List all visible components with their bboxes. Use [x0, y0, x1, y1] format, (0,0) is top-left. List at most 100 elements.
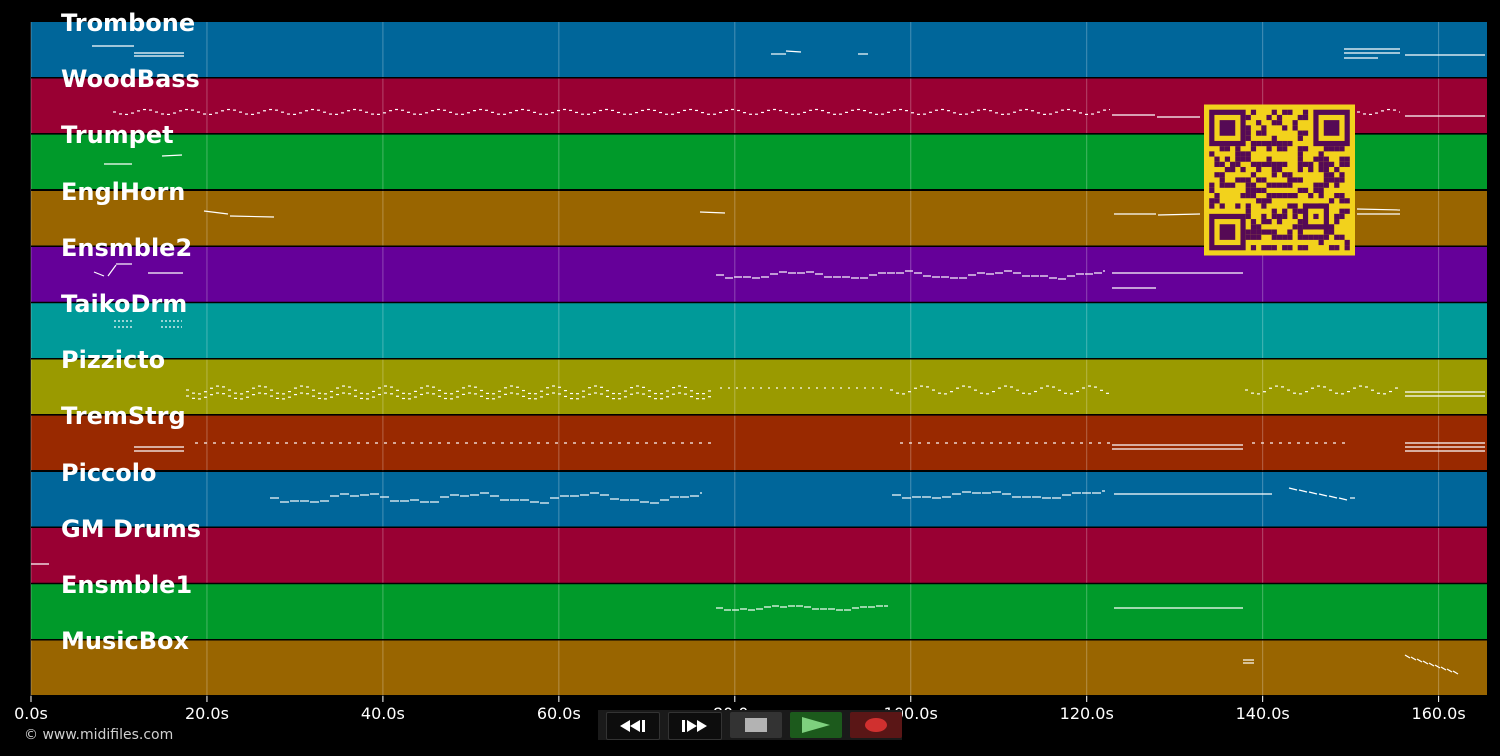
qr-module [1334, 219, 1340, 225]
qr-module [1261, 229, 1267, 235]
qr-module [1302, 114, 1309, 121]
qr-module [1271, 213, 1277, 220]
qr-module [1297, 151, 1303, 157]
qr-module [1235, 177, 1241, 183]
track-lane-tremstrg[interactable]: TremStrg [31, 402, 1487, 471]
qr-module [1328, 245, 1335, 251]
qr-module [1302, 109, 1309, 115]
qr-module [1297, 146, 1303, 152]
qr-module [1214, 193, 1220, 199]
note-mark [161, 154, 183, 157]
qr-module [1282, 208, 1288, 214]
qr-module [1235, 203, 1241, 209]
qr-module [1344, 156, 1350, 162]
qr-module [1214, 198, 1220, 204]
qr-module [1240, 177, 1246, 183]
qr-module [1339, 208, 1345, 214]
qr-module [1224, 146, 1231, 152]
qr-module [1245, 114, 1251, 121]
track-lane-ensmble1[interactable]: Ensmble1 [31, 571, 1487, 639]
qr-module [1271, 109, 1277, 115]
track-name: Trumpet [61, 121, 174, 150]
qr-module [1256, 234, 1262, 240]
qr-module [1271, 245, 1277, 251]
qr-module [1276, 140, 1283, 147]
qr-module [1250, 229, 1257, 235]
qr-code[interactable] [1204, 104, 1355, 256]
qr-module [1313, 156, 1319, 162]
qr-module [1256, 177, 1262, 183]
qr-module [1323, 166, 1329, 173]
record-button[interactable] [850, 712, 902, 738]
qr-module [1339, 156, 1345, 162]
qr-module [1287, 172, 1293, 178]
stop-button[interactable] [730, 712, 782, 738]
track-name: GM Drums [61, 514, 202, 543]
note-mark [107, 264, 117, 277]
qr-module [1339, 177, 1345, 183]
qr-module [1339, 172, 1345, 178]
copyright-notice: © www.midifiles.com [24, 727, 174, 743]
qr-module [1287, 203, 1293, 209]
qr-module [1287, 177, 1293, 183]
qr-module [1250, 219, 1257, 225]
qr-module [1339, 193, 1345, 199]
qr-module [1302, 130, 1309, 136]
qr-module [1334, 182, 1340, 188]
note-mark [1356, 208, 1401, 211]
qr-module [1318, 182, 1324, 188]
qr-module [1292, 203, 1298, 209]
qr-module [1344, 208, 1350, 214]
qr-module [1256, 166, 1262, 173]
qr-module [1282, 234, 1288, 240]
qr-module [1297, 219, 1303, 225]
qr-module [1276, 219, 1283, 225]
qr-module [1308, 193, 1314, 199]
qr-module [1287, 182, 1293, 188]
qr-module [1297, 114, 1303, 121]
qr-module [1328, 146, 1335, 152]
qr-module [1219, 161, 1225, 167]
axis-tick-label: 60.0s [536, 704, 581, 723]
track-name: Trombone [61, 9, 196, 37]
qr-module [1308, 166, 1314, 173]
qr-module [1245, 234, 1251, 240]
qr-module [1308, 234, 1314, 240]
track-lane-musicbox[interactable]: MusicBox [31, 627, 1487, 696]
qr-module [1334, 245, 1340, 251]
axis-tick-label: 0.0s [14, 704, 48, 723]
qr-module [1256, 130, 1262, 136]
rewind-button[interactable] [606, 712, 660, 740]
play-button[interactable] [790, 712, 842, 738]
qr-module [1214, 172, 1220, 178]
qr-module [1287, 229, 1293, 235]
qr-module [1266, 229, 1272, 235]
qr-module [1230, 161, 1236, 167]
note-mark [1308, 491, 1318, 495]
qr-module [1235, 146, 1241, 152]
qr-module [1318, 193, 1324, 199]
qr-module [1287, 109, 1293, 115]
qr-module [1250, 245, 1257, 251]
qr-module [1235, 156, 1241, 162]
note-mark [93, 271, 105, 277]
track-lane-ensmble2[interactable]: Ensmble2 [31, 234, 1487, 302]
qr-module [1209, 203, 1215, 209]
qr-module [1287, 193, 1293, 199]
track-lane-piccolo[interactable]: Piccolo [31, 459, 1487, 527]
qr-module [1250, 161, 1257, 167]
track-lane-gm-drums[interactable]: GM Drums [31, 515, 1487, 583]
qr-module [1250, 187, 1257, 194]
fast-forward-button[interactable] [668, 712, 722, 740]
qr-module [1282, 182, 1288, 188]
qr-module [1266, 245, 1272, 251]
qr-module [1318, 166, 1324, 173]
fast-forward-icon [682, 720, 707, 732]
track-lane-taikodrm[interactable]: TaikoDrm [31, 290, 1487, 358]
qr-module [1323, 177, 1329, 183]
track-lane-trombone[interactable]: Trombone [31, 9, 1487, 77]
qr-module [1334, 213, 1340, 220]
qr-module [1266, 146, 1272, 152]
track-lane-pizzicto[interactable]: Pizzicto [31, 346, 1487, 415]
